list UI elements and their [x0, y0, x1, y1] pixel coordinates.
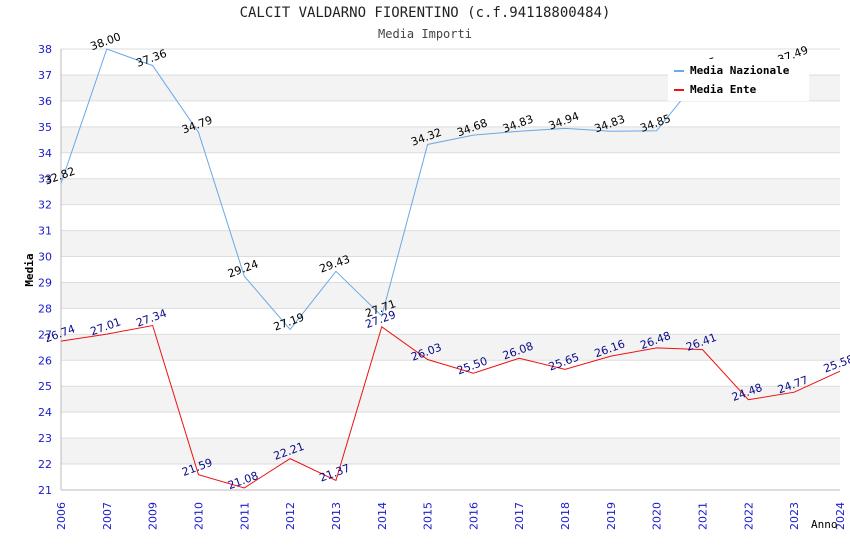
y-tick-label: 24 [38, 406, 52, 419]
legend-label-ente: Media Ente [690, 83, 757, 96]
y-tick-label: 28 [38, 302, 52, 315]
legend-label-nazionale: Media Nazionale [690, 64, 790, 77]
y-tick-label: 29 [38, 276, 52, 289]
series-line-ente [60, 324, 841, 489]
grid-band [61, 152, 840, 179]
y-tick-label: 31 [38, 225, 52, 238]
y-tick-label: 21 [38, 484, 52, 497]
grid-band [61, 178, 840, 205]
x-tick-label: 2011 [238, 502, 251, 530]
grid-band [61, 438, 840, 465]
grid-band [61, 204, 840, 231]
y-tick-label: 35 [38, 121, 52, 134]
x-tick-label: 2010 [192, 502, 205, 530]
x-tick-label: 2017 [513, 502, 526, 530]
grid-band [61, 100, 840, 127]
chart-title: CALCIT VALDARNO FIORENTINO (c.f.94118800… [239, 5, 611, 21]
grid-band [61, 464, 840, 490]
x-tick-label: 2016 [467, 502, 480, 530]
x-tick-label: 2013 [330, 502, 343, 530]
y-tick-label: 32 [38, 199, 52, 212]
x-tick-label: 2007 [101, 502, 114, 530]
y-tick-label: 38 [38, 43, 52, 56]
y-tick-label: 25 [38, 380, 52, 393]
grid-band [61, 334, 840, 361]
x-tick-label: 2022 [742, 502, 755, 530]
y-tick-label: 26 [38, 354, 52, 367]
legend-item-nazionale: Media Nazionale [674, 64, 789, 80]
grid-band [61, 386, 840, 413]
grid-band [61, 360, 840, 387]
chart-subtitle: Media Importi [378, 27, 472, 41]
y-tick-label: 34 [38, 147, 52, 160]
grid-band [61, 282, 840, 309]
x-tick-label: 2019 [605, 502, 618, 530]
y-tick-label: 30 [38, 251, 52, 264]
x-tick-label: 2020 [651, 502, 664, 530]
x-tick-label: 2023 [788, 502, 801, 530]
x-tick-label: 2021 [697, 502, 710, 530]
y-tick-label: 23 [38, 432, 52, 445]
legend-swatch-ente [674, 89, 684, 91]
x-tick-label: 2018 [559, 502, 572, 530]
x-tick-label: 2015 [422, 502, 435, 530]
x-tick-label: 2009 [147, 502, 160, 530]
legend-item-ente: Media Ente [674, 83, 756, 99]
legend: Media Nazionale Media Ente [668, 59, 809, 101]
x-tick-label: 2006 [55, 502, 68, 530]
legend-swatch-nazionale [674, 70, 684, 72]
y-tick-label: 33 [38, 173, 52, 186]
y-tick-label: 37 [38, 69, 52, 82]
y-axis-title: Media [23, 253, 36, 286]
y-tick-label: 27 [38, 328, 52, 341]
grid-band [61, 308, 840, 335]
x-tick-label: 2012 [284, 502, 297, 530]
grid-band [61, 256, 840, 283]
series-line-nazionale [60, 48, 703, 331]
y-tick-label: 36 [38, 95, 52, 108]
x-axis-title: Anno [811, 518, 838, 531]
y-tick-label: 22 [38, 458, 52, 471]
grid-band [61, 412, 840, 439]
x-tick-label: 2014 [376, 502, 389, 530]
grid-band [61, 230, 840, 257]
x-tick-label: 2024 [834, 502, 847, 530]
